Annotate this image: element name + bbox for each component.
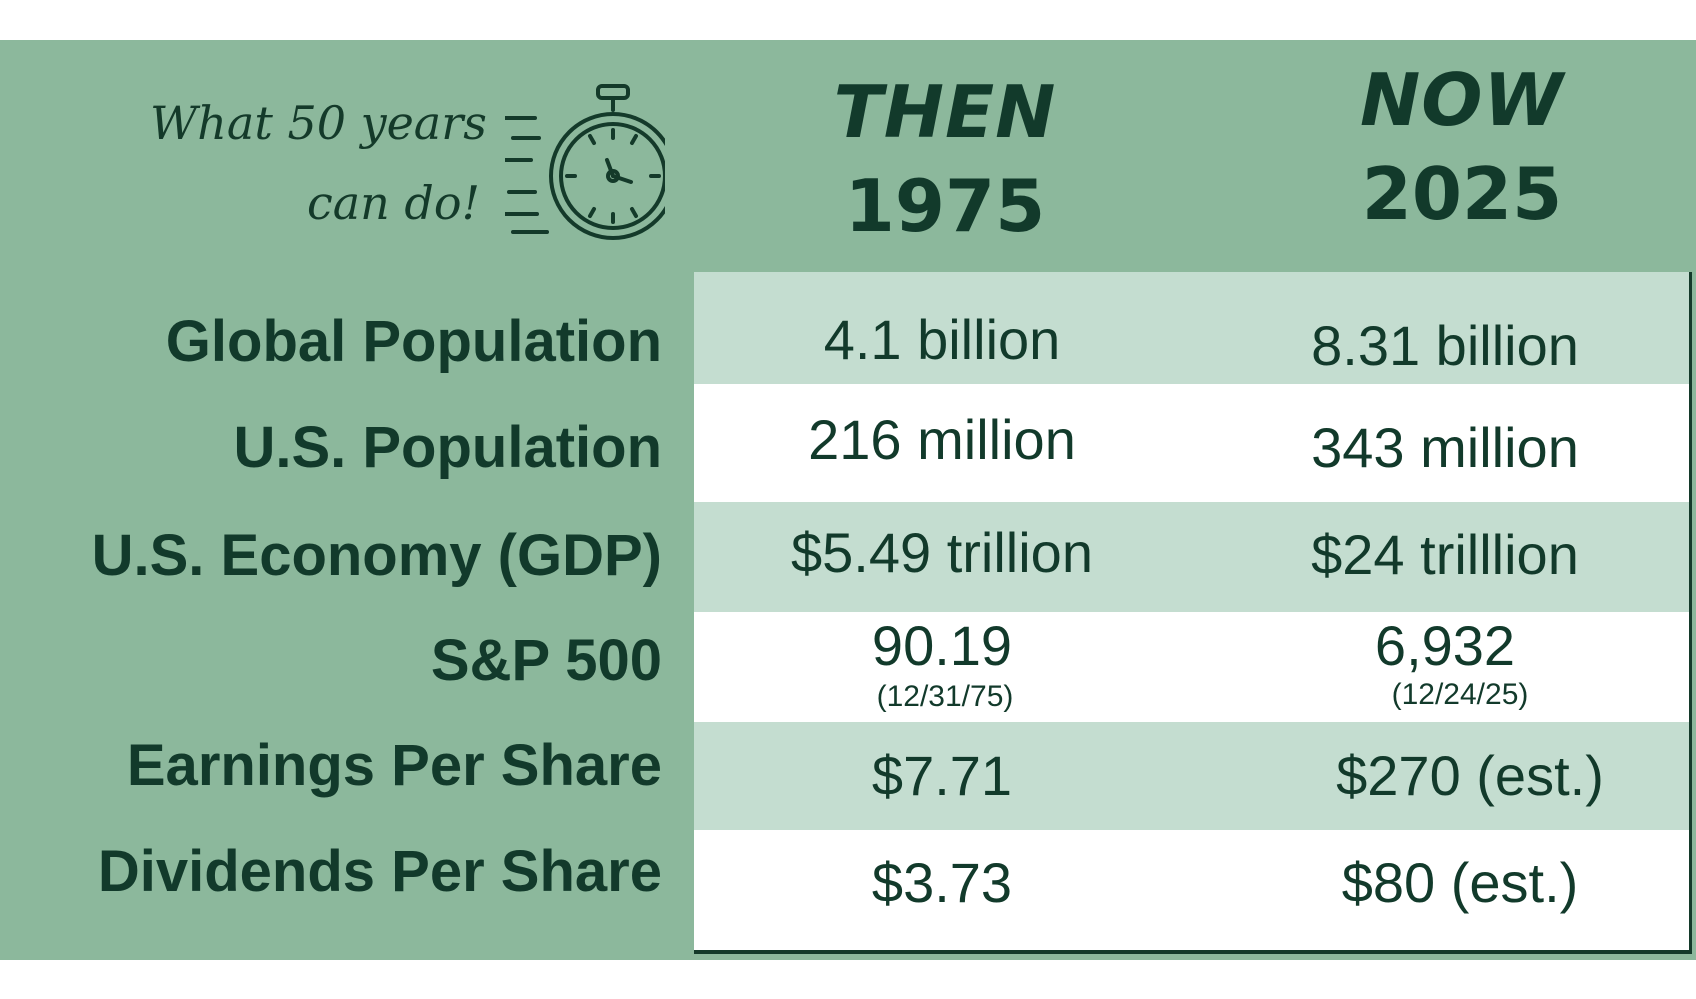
now-value: 6,932 xyxy=(1374,614,1516,677)
then-heading: THEN xyxy=(833,70,1057,154)
now-heading: NOW xyxy=(1360,58,1564,142)
column-header-then: THEN 1975 xyxy=(745,64,1145,252)
then-value: 90.19 xyxy=(871,614,1013,677)
tagline-line-2: can do! xyxy=(306,176,480,230)
tagline-line-1: What 50 years xyxy=(150,96,487,150)
then-value: 4.1 billion xyxy=(823,308,1061,371)
tagline: What 50 years can do! xyxy=(150,92,487,242)
row-label: U.S. Population xyxy=(233,415,662,480)
then-date-note: (12/31/75) xyxy=(876,680,1014,713)
now-year: 2025 xyxy=(1361,152,1563,236)
row-band xyxy=(694,502,1689,612)
then-value: $7.71 xyxy=(871,744,1013,807)
then-value: 216 million xyxy=(808,408,1076,471)
row-label: Earnings Per Share xyxy=(126,733,662,798)
now-value: 343 million xyxy=(1311,416,1579,479)
comparison-grid xyxy=(694,272,1692,954)
then-value: $3.73 xyxy=(871,851,1013,914)
row-label: Global Population xyxy=(165,309,662,374)
row-label: U.S. Economy (GDP) xyxy=(91,523,662,588)
now-value: $24 trilllion xyxy=(1311,523,1579,586)
then-value: $5.49 trillion xyxy=(791,521,1093,584)
now-date-note: (12/24/25) xyxy=(1391,678,1529,711)
now-value: $270 (est.) xyxy=(1336,744,1604,807)
stopwatch-icon xyxy=(505,84,665,240)
row-label: S&P 500 xyxy=(430,628,662,693)
row-label: Dividends Per Share xyxy=(97,839,662,904)
row-band xyxy=(694,272,1689,384)
column-header-now: NOW 2025 xyxy=(1262,52,1662,240)
now-value: $80 (est.) xyxy=(1341,851,1579,914)
row-band xyxy=(694,722,1689,830)
then-year: 1975 xyxy=(844,164,1046,248)
now-value: 8.31 billion xyxy=(1311,314,1579,377)
